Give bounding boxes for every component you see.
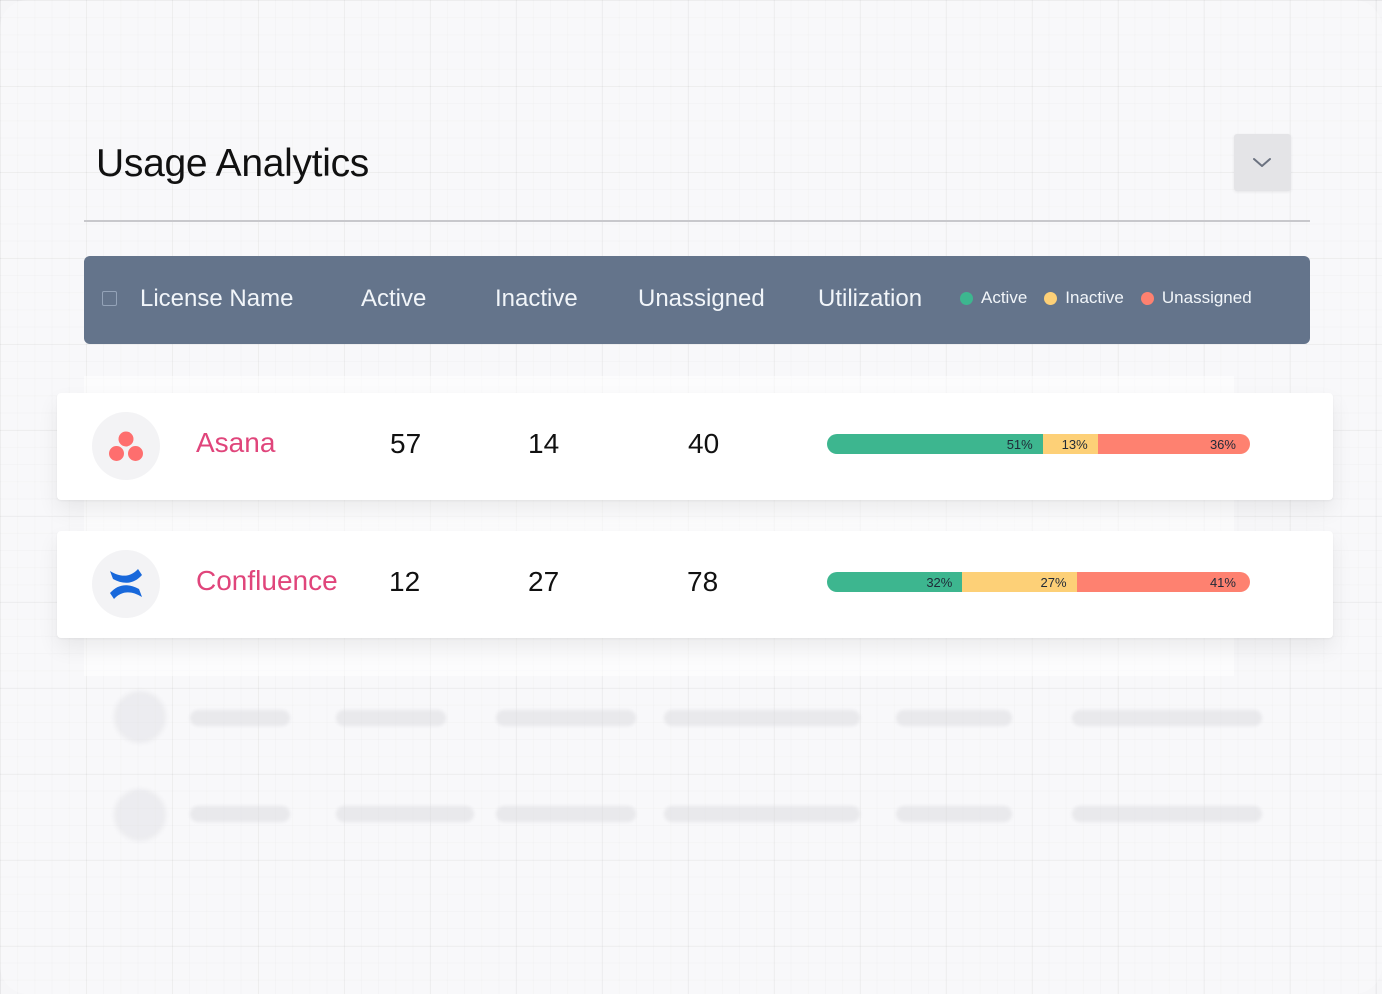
skeleton-line (190, 710, 290, 726)
skeleton-line (896, 710, 1012, 726)
utilization-label-inactive: 27% (1040, 574, 1067, 590)
legend-dot-inactive (1044, 291, 1058, 305)
legend-item-inactive: Inactive (1044, 288, 1124, 308)
inactive-count: 27 (528, 566, 560, 597)
utilization-legend: Active Inactive Unassigned (960, 288, 1252, 308)
column-header-unassigned[interactable]: Unassigned (638, 285, 765, 312)
select-all-checkbox[interactable] (102, 291, 117, 306)
column-header-active[interactable]: Active (361, 285, 427, 312)
inactive-count: 14 (528, 428, 560, 459)
legend-label-unassigned: Unassigned (1161, 288, 1252, 307)
active-count: 57 (390, 428, 422, 459)
skeleton-line (496, 710, 636, 726)
skeleton-line (336, 710, 446, 726)
table-row[interactable]: Asana 57 14 40 51% 13% 36% (57, 393, 1333, 500)
column-header-license-name[interactable]: License Name (140, 285, 294, 312)
chevron-down-icon (1253, 158, 1271, 167)
page-title: Usage Analytics (96, 142, 369, 185)
utilization-segment-unassigned: 41% (1076, 572, 1250, 592)
legend-item-unassigned: Unassigned (1140, 288, 1252, 308)
skeleton-line (896, 806, 1012, 822)
utilization-label-active: 32% (926, 574, 953, 590)
skeleton-avatar (114, 691, 166, 743)
utilization-segment-active: 51% (827, 434, 1043, 454)
utilization-segment-unassigned: 36% (1097, 434, 1250, 454)
asana-logo (92, 412, 160, 480)
utilization-segment-inactive: 13% (1042, 434, 1098, 454)
utilization-label-active: 51% (1006, 436, 1033, 452)
column-header-utilization[interactable]: Utilization (818, 285, 923, 312)
expand-dropdown-button[interactable] (1234, 134, 1291, 191)
skeleton-line (1072, 806, 1262, 822)
skeleton-line (664, 710, 860, 726)
legend-dot-active (960, 291, 973, 305)
unassigned-count: 40 (688, 428, 720, 459)
skeleton-avatar (114, 789, 166, 841)
utilization-label-inactive: 13% (1061, 436, 1088, 452)
utilization-label-unassigned: 36% (1209, 436, 1236, 452)
confluence-logo (92, 550, 160, 618)
skeleton-line (190, 806, 290, 822)
asana-icon (109, 431, 143, 461)
legend-dot-unassigned (1140, 291, 1154, 305)
legend-label-inactive: Inactive (1065, 288, 1124, 307)
skeleton-line (1072, 710, 1262, 726)
license-name[interactable]: Asana (196, 427, 276, 458)
utilization-segment-inactive: 27% (962, 572, 1077, 592)
utilization-bar: 51% 13% 36% (827, 434, 1250, 454)
active-count: 12 (389, 566, 421, 597)
unassigned-count: 78 (687, 566, 719, 597)
utilization-bar: 32% 27% 41% (827, 572, 1250, 592)
title-divider (84, 220, 1310, 222)
legend-label-active: Active (981, 288, 1028, 307)
utilization-segment-active: 32% (827, 572, 963, 592)
table-row[interactable]: Confluence 12 27 78 32% 27% 41% (57, 531, 1333, 638)
skeleton-line (336, 806, 474, 822)
confluence-icon (110, 569, 142, 599)
license-name[interactable]: Confluence (196, 565, 338, 596)
skeleton-line (496, 806, 636, 822)
legend-item-active: Active (960, 288, 1027, 308)
utilization-label-unassigned: 41% (1209, 574, 1236, 590)
skeleton-line (664, 806, 860, 822)
table-header: License Name Active Inactive Unassigned … (84, 256, 1310, 344)
column-header-inactive[interactable]: Inactive (495, 285, 578, 312)
